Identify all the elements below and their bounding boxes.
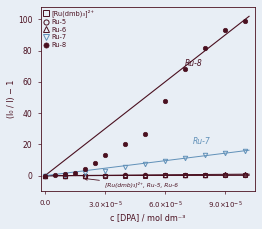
Text: [Ru(dmb)₃]²⁺, Ru-5, Ru-6: [Ru(dmb)₃]²⁺, Ru-5, Ru-6 [85, 177, 178, 188]
X-axis label: c [DPA] / mol dm⁻³: c [DPA] / mol dm⁻³ [110, 213, 186, 222]
Legend: [Ru(dmb)₃]²⁺, Ru-5, Ru-6, Ru-7, Ru-8: [Ru(dmb)₃]²⁺, Ru-5, Ru-6, Ru-7, Ru-8 [43, 9, 95, 49]
Text: Ru-7: Ru-7 [193, 137, 211, 147]
Text: Ru-8: Ru-8 [185, 59, 203, 68]
Y-axis label: (I₀ / I) − 1: (I₀ / I) − 1 [7, 80, 16, 118]
